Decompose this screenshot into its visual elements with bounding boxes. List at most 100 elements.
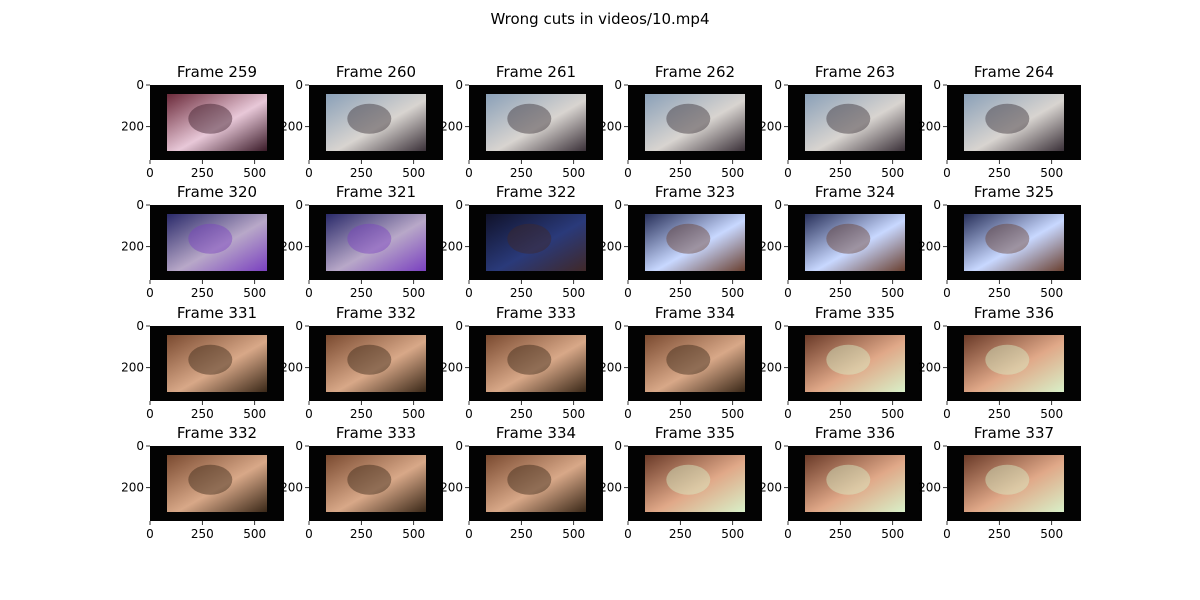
y-tick-label: 0 [933, 439, 941, 453]
frame-panel: Frame 332 0 250 500 0 200 [121, 424, 284, 541]
x-tick-label: 0 [146, 407, 154, 421]
frame-image-blob [985, 464, 1030, 495]
frame-title: Frame 333 [496, 304, 576, 322]
y-tick-label: 0 [136, 319, 144, 333]
y-tick-label: 0 [136, 78, 144, 92]
frame-title: Frame 333 [336, 424, 416, 442]
x-tick-label: 250 [988, 166, 1011, 180]
frame-image-blob [826, 344, 871, 375]
frame-image [486, 94, 586, 151]
y-tick-label: 200 [599, 240, 622, 254]
y-tick-label: 0 [295, 198, 303, 212]
y-tick-label: 0 [295, 78, 303, 92]
x-tick-label: 500 [402, 527, 425, 541]
x-tick-label: 500 [562, 286, 585, 300]
frame-image [167, 335, 267, 392]
frame-image [805, 335, 905, 392]
x-tick-label: 0 [943, 527, 951, 541]
y-tick-label: 200 [440, 361, 463, 375]
frame-title: Frame 321 [336, 183, 416, 201]
x-tick-label: 500 [402, 407, 425, 421]
frame-title: Frame 262 [655, 63, 735, 81]
y-tick-label: 200 [918, 481, 941, 495]
x-tick-label: 250 [829, 286, 852, 300]
frame-image [964, 335, 1064, 392]
frame-image-blob [188, 103, 233, 134]
y-tick-label: 200 [759, 361, 782, 375]
x-tick-label: 0 [943, 166, 951, 180]
x-tick-label: 250 [350, 166, 373, 180]
frame-panel: Frame 331 0 250 500 0 200 [121, 304, 284, 421]
y-tick-label: 0 [455, 78, 463, 92]
frame-grid: Frame 259 0 250 500 0 200 Frame 260 0 250 500 0 200… [121, 63, 1081, 541]
x-tick-label: 500 [243, 166, 266, 180]
x-tick-label: 250 [669, 166, 692, 180]
frame-image [167, 94, 267, 151]
x-tick-label: 0 [305, 407, 313, 421]
y-tick-label: 200 [599, 361, 622, 375]
frame-title: Frame 335 [815, 304, 895, 322]
x-tick-label: 250 [988, 527, 1011, 541]
x-tick-label: 500 [721, 527, 744, 541]
x-tick-label: 500 [881, 527, 904, 541]
frame-image [326, 94, 426, 151]
x-tick-label: 250 [191, 166, 214, 180]
frame-image-blob [985, 103, 1030, 134]
x-tick-label: 250 [191, 527, 214, 541]
x-tick-label: 250 [510, 527, 533, 541]
y-tick-label: 0 [774, 439, 782, 453]
frame-image [486, 455, 586, 512]
x-tick-label: 500 [1040, 407, 1063, 421]
x-tick-label: 500 [562, 527, 585, 541]
x-tick-label: 250 [510, 166, 533, 180]
frame-image-blob [507, 344, 552, 375]
frame-panel: Frame 263 0 250 500 0 200 [759, 63, 922, 180]
frame-image [167, 214, 267, 271]
frame-image-blob [347, 344, 392, 375]
x-tick-label: 0 [305, 286, 313, 300]
y-tick-label: 200 [440, 240, 463, 254]
frame-panel: Frame 320 0 250 500 0 200 [121, 183, 284, 300]
frame-panel: Frame 261 0 250 500 0 200 [440, 63, 603, 180]
y-tick-label: 0 [614, 78, 622, 92]
frame-panel: Frame 334 0 250 500 0 200 [599, 304, 762, 421]
frame-panel: Frame 260 0 250 500 0 200 [280, 63, 443, 180]
x-tick-label: 0 [784, 407, 792, 421]
x-tick-label: 500 [562, 166, 585, 180]
frame-panel: Frame 332 0 250 500 0 200 [280, 304, 443, 421]
frame-title: Frame 334 [496, 424, 576, 442]
x-tick-label: 250 [669, 527, 692, 541]
x-tick-label: 0 [624, 286, 632, 300]
frame-image [805, 94, 905, 151]
y-tick-label: 200 [440, 481, 463, 495]
frame-image-blob [507, 464, 552, 495]
frame-image-blob [188, 344, 233, 375]
x-tick-label: 0 [146, 166, 154, 180]
frame-image [486, 335, 586, 392]
frame-panel: Frame 325 0 250 500 0 200 [918, 183, 1081, 300]
frame-image-blob [666, 103, 711, 134]
y-tick-label: 0 [774, 78, 782, 92]
y-tick-label: 200 [280, 240, 303, 254]
frame-title: Frame 337 [974, 424, 1054, 442]
frame-panel: Frame 335 0 250 500 0 200 [759, 304, 922, 421]
y-tick-label: 200 [918, 120, 941, 134]
y-tick-label: 200 [918, 240, 941, 254]
frame-title: Frame 323 [655, 183, 735, 201]
frame-image-blob [507, 103, 552, 134]
y-tick-label: 0 [933, 78, 941, 92]
frame-image [964, 214, 1064, 271]
y-tick-label: 200 [121, 361, 144, 375]
frame-title: Frame 264 [974, 63, 1054, 81]
frame-panel: Frame 334 0 250 500 0 200 [440, 424, 603, 541]
frame-panel: Frame 336 0 250 500 0 200 [759, 424, 922, 541]
x-tick-label: 500 [402, 166, 425, 180]
frame-image-blob [507, 223, 552, 254]
frame-image [645, 94, 745, 151]
y-tick-label: 200 [759, 240, 782, 254]
y-tick-label: 0 [295, 319, 303, 333]
frame-image [645, 214, 745, 271]
x-tick-label: 250 [829, 527, 852, 541]
frame-panel: Frame 259 0 250 500 0 200 [121, 63, 284, 180]
